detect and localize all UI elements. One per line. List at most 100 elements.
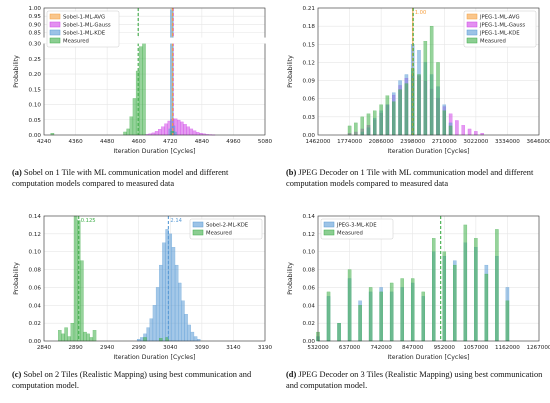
x-tick-label: 3334000: [495, 139, 520, 145]
y-tick-label: 0.12: [29, 232, 41, 238]
x-tick-label: 742000: [370, 345, 392, 351]
legend-swatch-green: [49, 37, 61, 44]
bar-magenta: [180, 121, 184, 136]
x-tick-label: 1774000: [337, 139, 362, 145]
x-tick-label: 2890: [68, 345, 83, 351]
x-tick-label: 637000: [339, 345, 361, 351]
legend-label: JPEG-1-ML-AVG: [479, 15, 520, 21]
bar-green: [429, 25, 434, 136]
y-tick-label: 0.12: [303, 232, 315, 238]
legend-label: Measured: [480, 39, 506, 45]
legend-swatch-green: [192, 229, 204, 236]
x-tick-label: 952000: [434, 345, 456, 351]
bar-green: [484, 273, 489, 342]
caption-b-text: JPEG Decoder on 1 Tile with ML communica…: [286, 168, 534, 188]
x-tick-label: 3190: [258, 345, 273, 351]
bar-green: [392, 101, 396, 136]
bar-magenta: [474, 131, 478, 136]
bar-blue: [174, 264, 179, 342]
legend-label: JPEG-1-ML-Gauss: [479, 23, 525, 29]
legend-swatch-orange: [49, 13, 61, 20]
x-axis-label: Iteration Duration [Cycles]: [113, 148, 195, 155]
legend-label: JPEG-3-ML-KDE: [336, 223, 377, 229]
vline-label: 1.00: [415, 10, 427, 16]
vline-label: 2.14: [170, 218, 182, 224]
legend-swatch-magenta: [466, 21, 478, 28]
legend-swatch-blue: [466, 29, 478, 36]
y-tick-label: 0.00: [303, 339, 316, 345]
y-tick-label: 0.90: [29, 22, 42, 28]
plot-frame: [317, 215, 540, 342]
caption-b-label: (b): [286, 168, 297, 177]
y-tick-label: 0.12: [303, 60, 315, 66]
bar-green: [432, 238, 436, 342]
bar-blue: [181, 300, 185, 342]
y-tick-label: 0.04: [303, 303, 316, 309]
legend-swatch-magenta: [49, 21, 61, 28]
y-tick-label: 0.06: [303, 285, 316, 291]
bar-green: [385, 95, 390, 136]
bar-green: [389, 282, 394, 342]
bar-green: [417, 74, 421, 136]
bar-blue: [155, 287, 160, 342]
bar-green: [67, 336, 71, 342]
bar-blue: [159, 264, 163, 342]
bar-blue: [178, 282, 182, 342]
bar-green: [143, 337, 147, 342]
y-axis-label: Probability: [287, 262, 294, 295]
y-tick-label: 0.85: [29, 31, 42, 37]
y-tick-label: 0.08: [303, 268, 316, 274]
legend: JPEG-1-ML-AVG JPEG-1-ML-Gauss JPEG-1-ML-KD…: [463, 10, 537, 48]
y-tick-label: 0.30: [29, 42, 42, 48]
legend-label: Measured: [337, 231, 363, 237]
x-tick-label: 4840: [195, 139, 210, 145]
chart-d: 532000 637000 742000 847000 952000 1057000 116…: [287, 214, 550, 361]
bar-green: [159, 338, 163, 342]
bar-blue: [140, 337, 144, 342]
x-tick-label: 4360: [68, 139, 83, 145]
legend-label: Sobel-2-ML-KDE: [206, 223, 249, 229]
x-tick-label: 1267000: [527, 345, 550, 351]
legend-label: Sobel-1-ML-KDE: [63, 31, 106, 37]
bar-blue: [187, 324, 191, 342]
x-tick-label: 847000: [402, 345, 424, 351]
bar-green: [495, 229, 499, 342]
x-axis-label: Iteration Duration [Cycles]: [387, 354, 469, 361]
bar-magenta: [192, 130, 197, 136]
y-tick-label: 0.10: [303, 250, 316, 256]
legend-label: Measured: [206, 231, 232, 237]
caption-c-text: Sobel on 2 Tiles (Realistic Mapping) usi…: [12, 370, 252, 390]
bar-magenta: [461, 125, 465, 136]
x-tick-label: 4240: [37, 139, 52, 145]
legend-swatch-blue: [49, 29, 61, 36]
bar-green: [83, 331, 87, 342]
x-tick-label: 4600: [132, 139, 147, 145]
y-tick-label: 0.15: [303, 42, 316, 48]
bar-green: [373, 110, 377, 136]
chart-a: 4240 4360 4480 4600 4720 4840 4960 5080 0.00 0.05…: [13, 6, 273, 155]
caption-a: (a) Sobel on 1 Tile with ML communicatio…: [12, 168, 270, 189]
y-tick-label: 0.06: [303, 97, 316, 103]
x-tick-label: 1162000: [495, 345, 520, 351]
bar-green: [326, 291, 331, 342]
legend-label: Sobel-1-ML-AVG: [63, 15, 105, 21]
y-tick-label: 0.18: [303, 24, 316, 30]
vline-label: 0.125: [81, 218, 96, 224]
y-tick-label: 0.02: [29, 321, 41, 327]
x-axis-label: Iteration Duration [Cycles]: [113, 354, 195, 361]
bar-blue: [184, 314, 188, 342]
caption-c: (c) Sobel on 2 Tiles (Realistic Mapping)…: [12, 370, 270, 391]
x-tick-label: 3140: [226, 345, 241, 351]
x-tick-label: 2840: [37, 345, 52, 351]
bar-green: [347, 125, 352, 136]
bar-blue: [171, 247, 176, 342]
chart-b: 1462000 1774000 2086000 2398000 2710000 30220…: [287, 6, 550, 155]
legend: Sobel-1-ML-AVG Sobel-1-ML-Gauss Sobel-1-ML…: [46, 10, 120, 48]
x-tick-label: 1462000: [306, 139, 331, 145]
bar-magenta: [183, 124, 187, 136]
bar-magenta: [154, 131, 159, 136]
bar-green: [64, 327, 68, 342]
bar-magenta: [161, 126, 165, 136]
caption-d-label: (d): [286, 370, 297, 379]
y-tick-label: 0.09: [303, 79, 316, 85]
